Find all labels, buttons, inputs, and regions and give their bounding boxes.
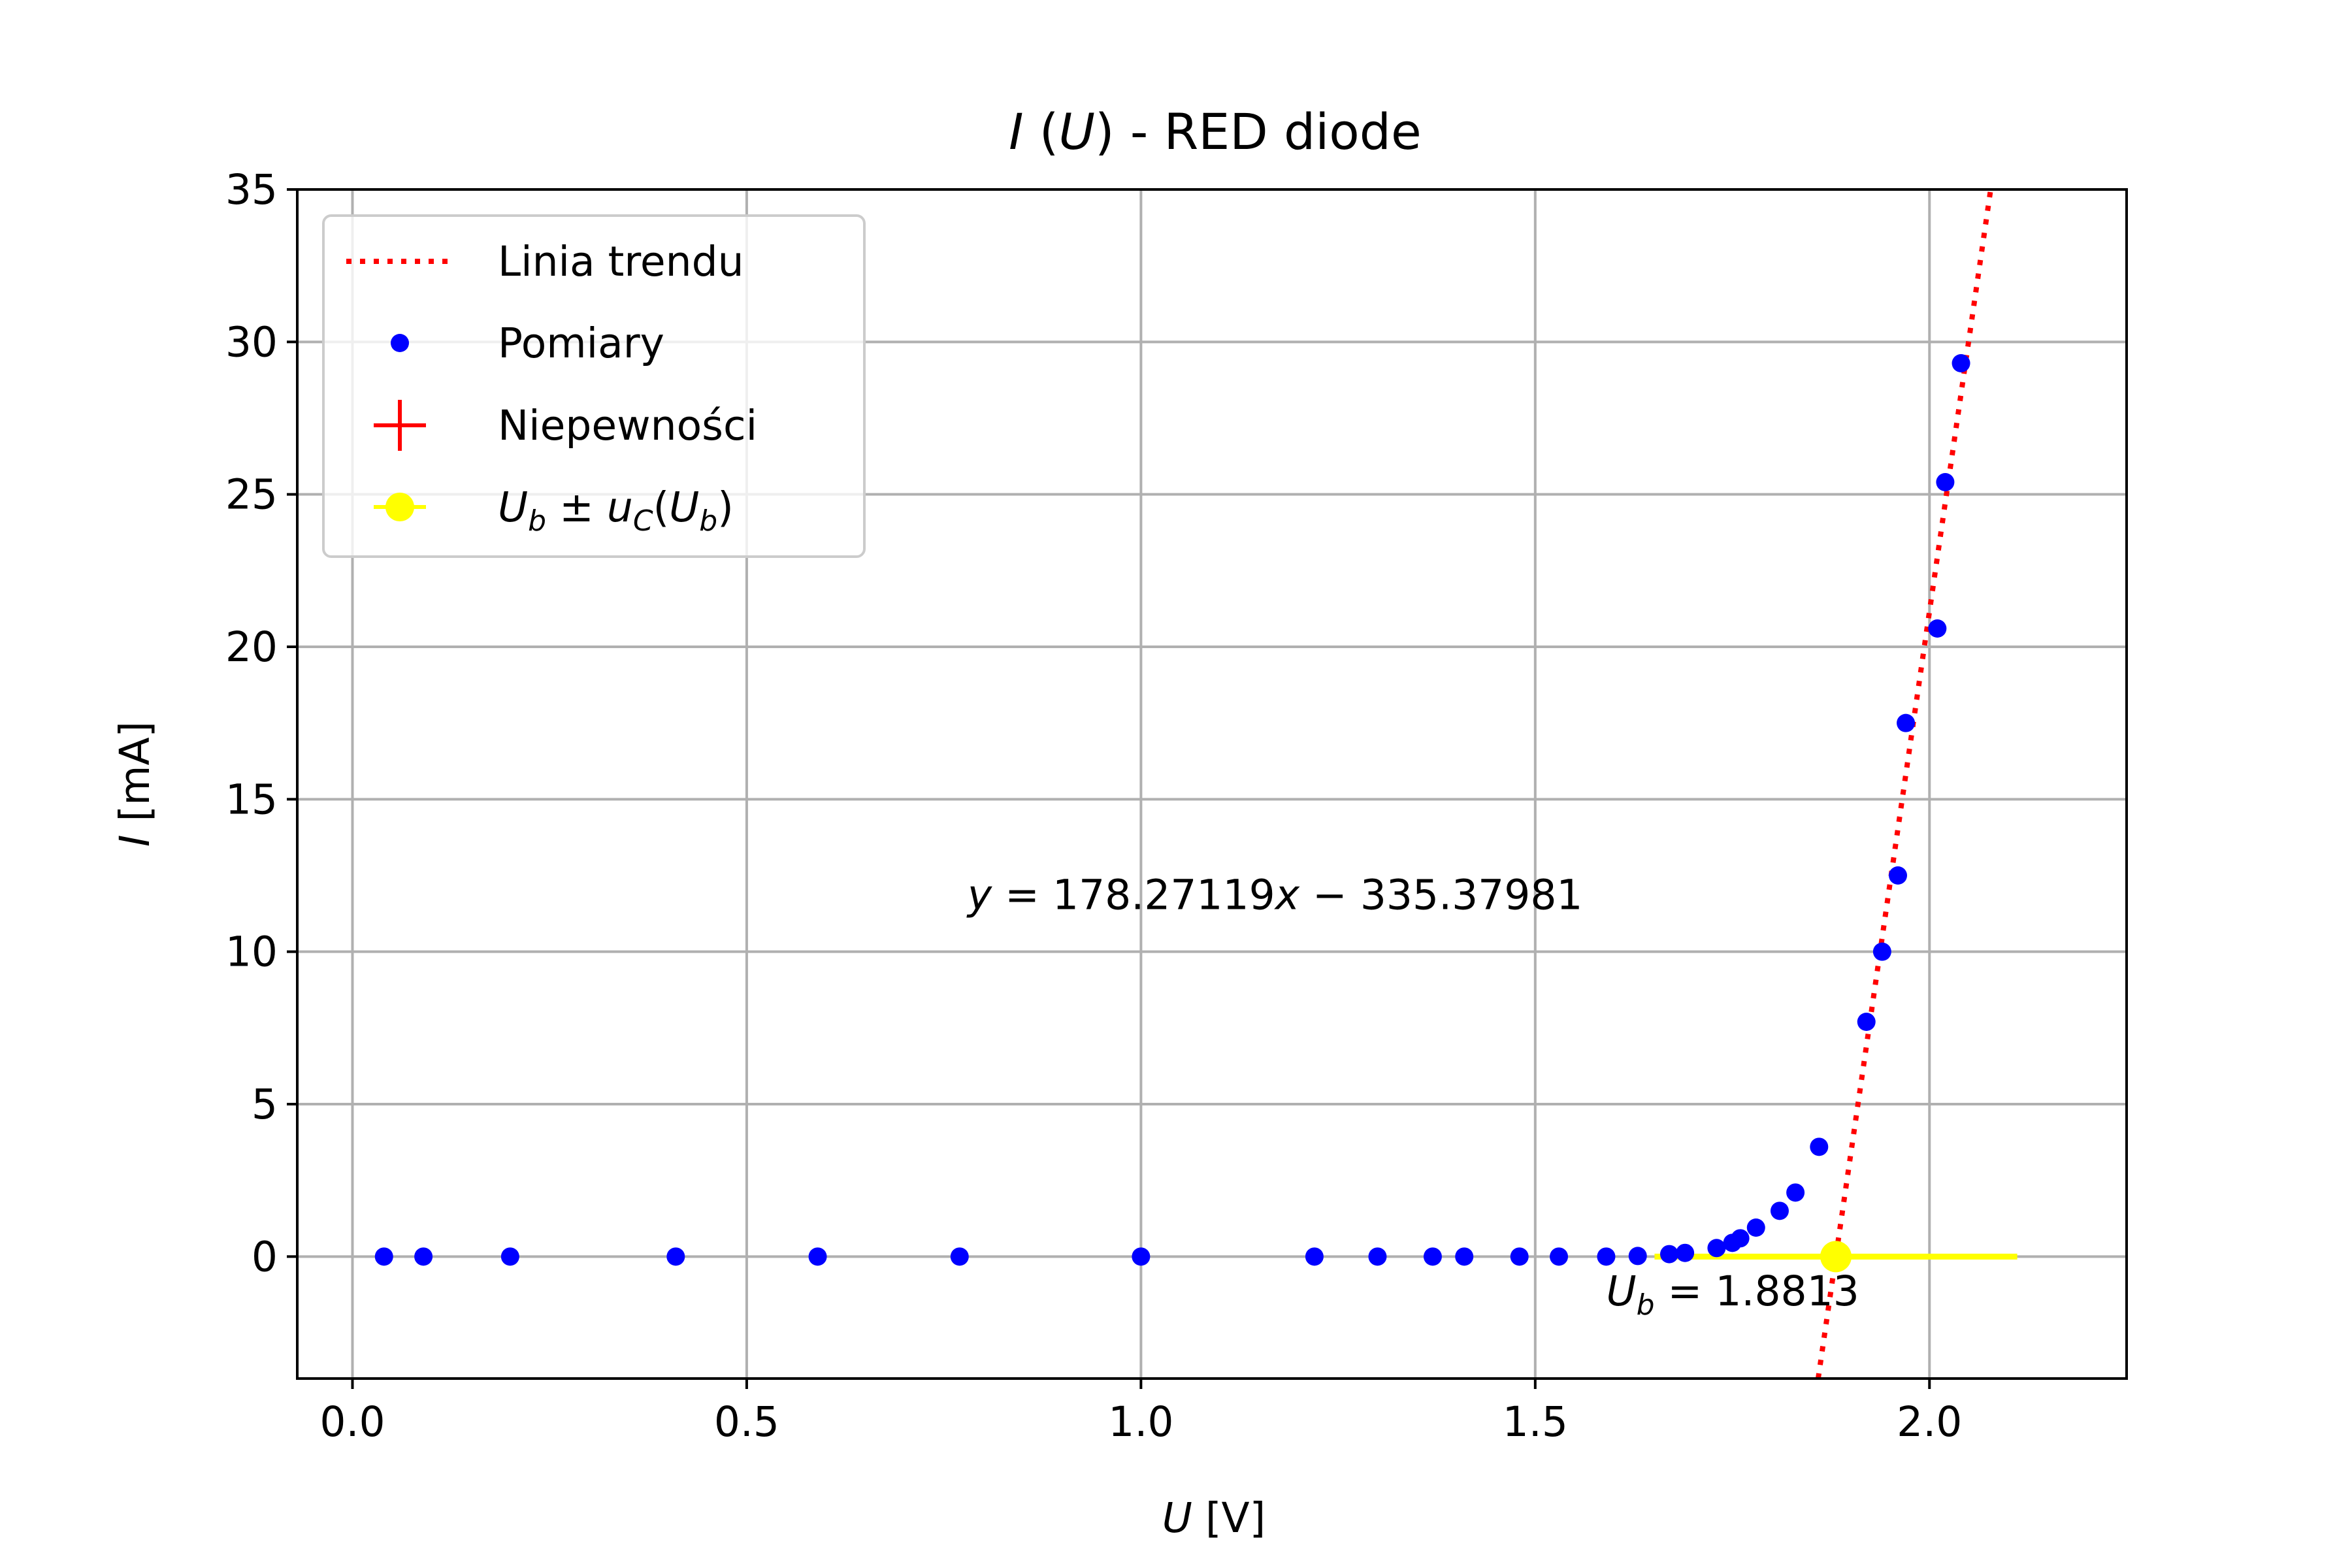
eq-slope: = 178.27119 — [992, 871, 1275, 919]
data-point — [1628, 1247, 1647, 1266]
data-point — [1857, 1013, 1876, 1031]
legend-uncertainty-marker — [374, 400, 426, 451]
data-point — [1660, 1245, 1678, 1264]
data-point — [1770, 1201, 1789, 1220]
y-tick-label: 5 — [252, 1081, 278, 1128]
eq-y: y — [966, 871, 992, 919]
data-point — [950, 1247, 969, 1266]
legend-label-points: Pomiary — [498, 319, 664, 367]
data-point — [1707, 1239, 1726, 1258]
ub-point — [1820, 1241, 1852, 1273]
x-axis-label-var: U — [1162, 1494, 1192, 1542]
title-open: ( — [1024, 103, 1059, 161]
x-axis-label: U [V] — [1162, 1494, 1266, 1542]
title-rest: - RED diode — [1115, 103, 1422, 161]
y-tick-label: 10 — [225, 928, 278, 976]
data-point — [1423, 1247, 1442, 1266]
data-point — [374, 1247, 393, 1266]
data-point — [666, 1247, 685, 1266]
data-point — [1676, 1243, 1695, 1262]
legend-ub-marker — [374, 493, 426, 521]
x-tick-label: 0.5 — [714, 1398, 779, 1446]
y-axis-label-unit: [mA] — [111, 721, 159, 822]
title-var-i: I — [1009, 103, 1023, 161]
legend-label-uncertainty: Niepewności — [498, 402, 757, 449]
y-tick-label: 20 — [225, 623, 278, 671]
data-point — [500, 1247, 519, 1266]
y-tick-label: 15 — [225, 776, 278, 823]
data-point — [1132, 1247, 1151, 1266]
title-close: ) — [1095, 103, 1115, 161]
data-point — [1746, 1218, 1765, 1237]
data-point — [1305, 1247, 1324, 1266]
y-tick-label: 35 — [225, 166, 278, 214]
data-point — [1928, 619, 1947, 638]
data-point — [414, 1247, 433, 1266]
legend-points-marker — [391, 334, 409, 352]
data-point — [1897, 713, 1916, 732]
data-point — [1952, 354, 1970, 372]
ub-subscript: b — [1637, 1288, 1655, 1322]
chart-title: I (U) - RED diode — [1009, 103, 1422, 161]
ub-var: U — [1606, 1267, 1636, 1315]
data-point — [1936, 473, 1955, 491]
x-tick-label: 0.0 — [319, 1398, 385, 1446]
data-point — [1872, 942, 1891, 961]
data-point — [1455, 1247, 1474, 1266]
legend: Linia trendu Pomiary Niepewności Ub ± uC… — [322, 214, 866, 558]
x-tick-label: 1.0 — [1108, 1398, 1173, 1446]
legend-label-trend: Linia trendu — [498, 238, 744, 286]
data-point — [1786, 1183, 1805, 1202]
data-point — [1889, 866, 1907, 885]
y-tick-label: 25 — [225, 471, 278, 519]
data-point — [1810, 1137, 1829, 1156]
eq-x: x — [1274, 871, 1300, 919]
data-point — [1368, 1247, 1387, 1266]
ub-value: = 1.8813 — [1655, 1267, 1859, 1315]
data-point — [1597, 1247, 1616, 1266]
legend-box — [322, 214, 866, 558]
x-axis-label-unit: [V] — [1205, 1494, 1266, 1542]
plot-frame — [296, 188, 2128, 1380]
measurement-points — [374, 354, 1970, 1266]
legend-label-ub: Ub ± uC(Ub) — [498, 483, 734, 538]
x-tick-label: 2.0 — [1897, 1398, 1962, 1446]
title-var-u: U — [1058, 103, 1095, 161]
trend-equation: y = 178.27119x − 335.37981 — [966, 871, 1583, 919]
y-tick-label: 0 — [252, 1233, 278, 1281]
y-axis-label: I [mA] — [111, 721, 159, 847]
y-axis-label-var: I — [111, 835, 159, 847]
data-point — [808, 1247, 827, 1266]
y-tick-label: 30 — [225, 318, 278, 366]
data-point — [1510, 1247, 1529, 1266]
eq-intercept: − 335.37981 — [1299, 871, 1583, 919]
axis-ticks: 0.0 0.5 1.0 1.5 2.0 0 5 10 15 20 25 30 35 — [225, 166, 1963, 1446]
x-tick-label: 1.5 — [1503, 1398, 1568, 1446]
data-point — [1550, 1247, 1569, 1266]
data-point — [1731, 1229, 1750, 1248]
ub-annotation: Ub = 1.8813 — [1606, 1267, 1859, 1322]
